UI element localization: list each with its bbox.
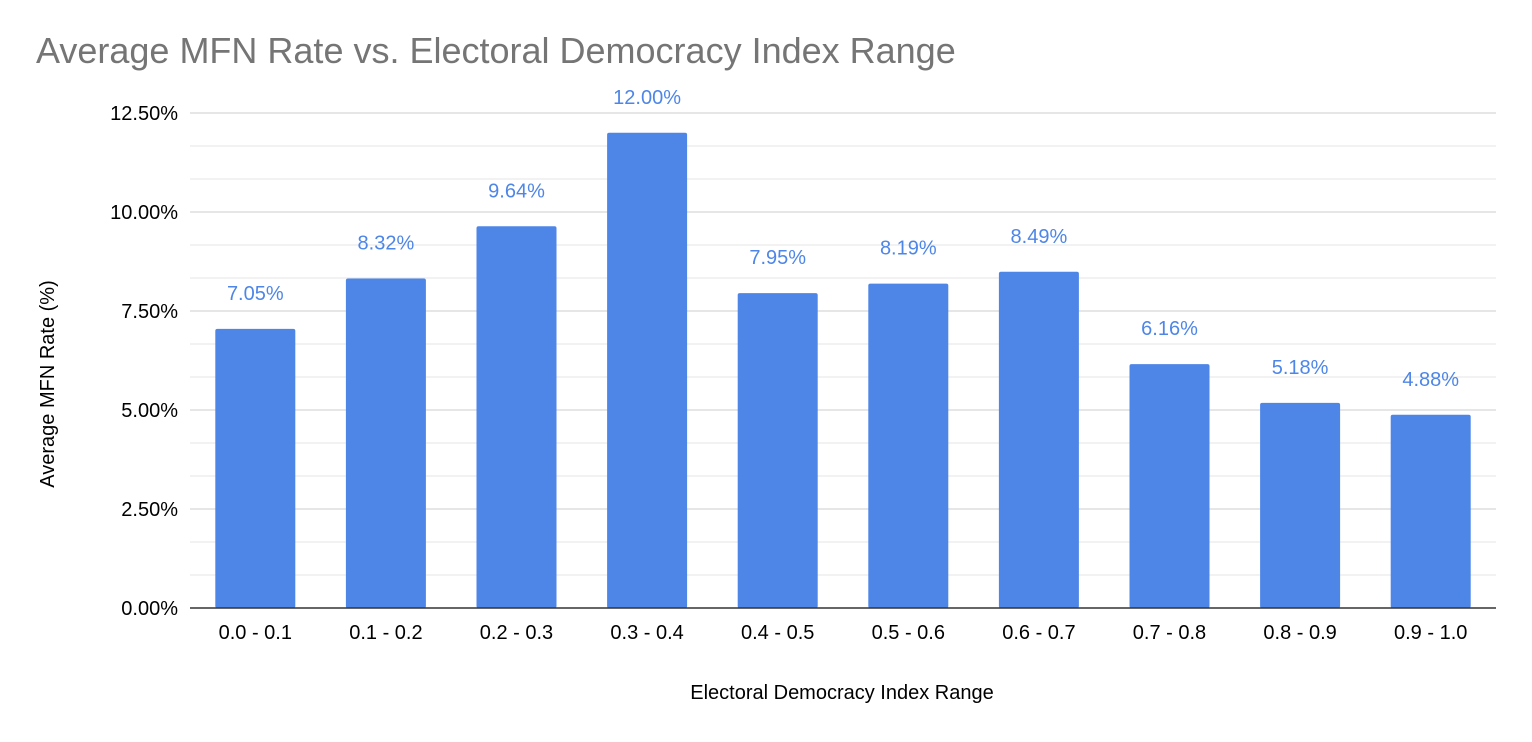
y-tick-label: 10.00% xyxy=(110,202,178,224)
x-tick-label: 0.8 - 0.9 xyxy=(1263,622,1336,644)
x-tick-label: 0.3 - 0.4 xyxy=(610,622,683,644)
bar xyxy=(607,132,688,609)
chart-title: Average MFN Rate vs. Electoral Democracy… xyxy=(36,30,956,71)
x-tick-label: 0.0 - 0.1 xyxy=(219,622,292,644)
bar xyxy=(737,293,818,608)
bar xyxy=(345,278,426,608)
data-labels: 7.05% 8.32% 9.64% 12.00% 7.95% 8.19% 8.49% 6.16… xyxy=(227,87,1459,391)
data-label: 4.88% xyxy=(1402,369,1459,391)
bar xyxy=(476,226,557,609)
data-label: 6.16% xyxy=(1141,318,1198,340)
data-label: 8.32% xyxy=(358,233,415,255)
y-tick-label: 0.00% xyxy=(121,598,178,620)
data-label: 7.95% xyxy=(749,247,806,269)
x-tick-label: 0.7 - 0.8 xyxy=(1133,622,1206,644)
bars xyxy=(215,132,1471,609)
y-tick-label: 2.50% xyxy=(121,499,178,521)
y-tick-label: 5.00% xyxy=(121,400,178,422)
x-tick-label: 0.1 - 0.2 xyxy=(349,622,422,644)
x-tick-label: 0.4 - 0.5 xyxy=(741,622,814,644)
x-axis-title: Electoral Democracy Index Range xyxy=(690,682,993,704)
bar xyxy=(998,271,1079,608)
data-label: 5.18% xyxy=(1272,357,1329,379)
bar xyxy=(1129,364,1210,608)
x-tick-label: 0.5 - 0.6 xyxy=(872,622,945,644)
y-tick-label: 7.50% xyxy=(121,301,178,323)
x-axis-ticks: 0.0 - 0.1 0.1 - 0.2 0.2 - 0.3 0.3 - 0.4 0.4 … xyxy=(219,622,1468,644)
x-tick-label: 0.2 - 0.3 xyxy=(480,622,553,644)
x-tick-label: 0.6 - 0.7 xyxy=(1002,622,1075,644)
bar xyxy=(1390,414,1471,608)
y-axis-title: Average MFN Rate (%) xyxy=(37,280,59,487)
y-axis-ticks: 0.00% 2.50% 5.00% 7.50% 10.00% 12.50% xyxy=(110,103,178,620)
bar xyxy=(1260,402,1341,608)
bar xyxy=(215,328,296,608)
data-label: 7.05% xyxy=(227,283,284,305)
data-label: 12.00% xyxy=(613,87,681,109)
bar xyxy=(868,283,949,608)
y-tick-label: 12.50% xyxy=(110,103,178,125)
data-label: 8.49% xyxy=(1011,226,1068,248)
data-label: 9.64% xyxy=(488,180,545,202)
x-tick-label: 0.9 - 1.0 xyxy=(1394,622,1467,644)
data-label: 8.19% xyxy=(880,238,937,260)
